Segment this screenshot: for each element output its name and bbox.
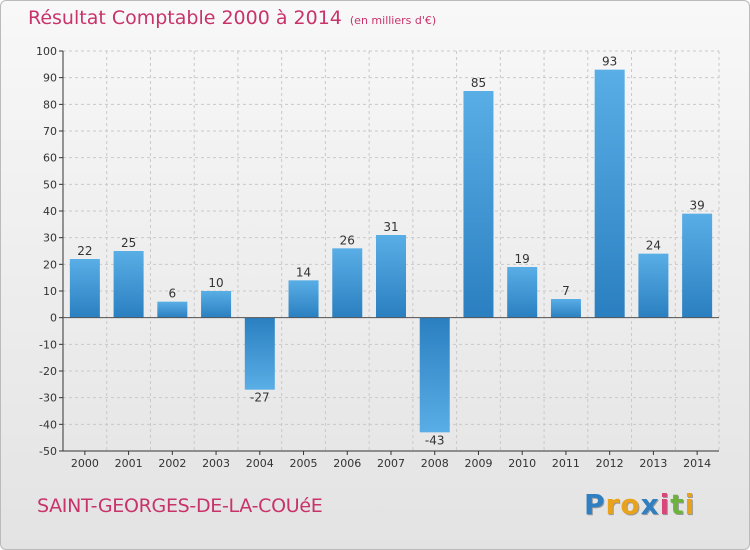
y-tick-label: -20 bbox=[39, 365, 57, 378]
data-label: 6 bbox=[169, 287, 177, 301]
data-label: 93 bbox=[602, 55, 617, 69]
x-tick-label: 2001 bbox=[115, 457, 143, 470]
bar bbox=[638, 253, 669, 318]
logo-letter: r bbox=[605, 488, 621, 521]
bar bbox=[507, 267, 538, 318]
data-label: 14 bbox=[296, 265, 311, 279]
y-tick-label: 60 bbox=[43, 152, 57, 165]
commune-name: SAINT-GEORGES-DE-LA-COUéE bbox=[37, 495, 323, 517]
y-tick-label: 90 bbox=[43, 72, 57, 85]
x-tick-label: 2002 bbox=[158, 457, 186, 470]
bar bbox=[201, 291, 232, 318]
x-tick-label: 2007 bbox=[377, 457, 405, 470]
x-tick-label: 2004 bbox=[246, 457, 274, 470]
bar bbox=[594, 69, 625, 318]
y-tick-label: -30 bbox=[39, 392, 57, 405]
data-label: 31 bbox=[383, 220, 398, 234]
bar bbox=[682, 213, 713, 318]
data-label: 19 bbox=[515, 252, 530, 266]
bar bbox=[463, 91, 494, 318]
y-tick-label: 50 bbox=[43, 178, 57, 191]
data-label: 26 bbox=[340, 233, 355, 247]
y-tick-label: 30 bbox=[43, 232, 57, 245]
labels: -50 -40 -30 -20 -10 0 10 20 30 40 50 60 70 80 90 100 22 2… bbox=[36, 45, 711, 470]
proxiti-logo[interactable]: Proxiti bbox=[584, 488, 695, 521]
x-tick-label: 2006 bbox=[333, 457, 361, 470]
chart-subtitle: (en milliers d'€) bbox=[349, 14, 437, 27]
data-label: 22 bbox=[77, 244, 92, 258]
y-tick-label: -40 bbox=[39, 418, 57, 431]
logo-letter: P bbox=[584, 488, 606, 521]
logo-letter: t bbox=[670, 488, 685, 521]
data-label: 39 bbox=[689, 199, 704, 213]
logo-letter: x bbox=[640, 488, 660, 521]
bars bbox=[69, 69, 713, 433]
bar bbox=[69, 259, 100, 318]
bar bbox=[419, 317, 450, 433]
bar bbox=[332, 248, 363, 318]
axes bbox=[59, 50, 719, 455]
bar bbox=[113, 251, 144, 318]
data-label: 7 bbox=[562, 284, 570, 298]
x-tick-label: 2014 bbox=[683, 457, 711, 470]
y-tick-label: -50 bbox=[39, 445, 57, 458]
bar bbox=[288, 280, 319, 318]
x-tick-label: 2012 bbox=[596, 457, 624, 470]
y-tick-label: 80 bbox=[43, 98, 57, 111]
data-label: 10 bbox=[208, 276, 223, 290]
y-tick-label: 10 bbox=[43, 285, 57, 298]
x-tick-label: 2003 bbox=[202, 457, 230, 470]
logo-letter: o bbox=[620, 488, 641, 521]
x-tick-label: 2009 bbox=[464, 457, 492, 470]
x-tick-label: 2010 bbox=[508, 457, 536, 470]
bar bbox=[376, 235, 406, 318]
data-label: 24 bbox=[646, 239, 661, 253]
x-tick-label: 2013 bbox=[639, 457, 667, 470]
logo-letter: i bbox=[659, 488, 671, 521]
x-tick-label: 2008 bbox=[421, 457, 449, 470]
y-tick-label: 70 bbox=[43, 125, 57, 138]
data-label: 85 bbox=[471, 76, 486, 90]
y-tick-label: 40 bbox=[43, 205, 57, 218]
logo-letter: i bbox=[684, 488, 696, 521]
bar bbox=[157, 301, 188, 318]
data-label: -27 bbox=[250, 391, 270, 405]
x-tick-label: 2011 bbox=[552, 457, 580, 470]
data-label: -43 bbox=[425, 433, 445, 447]
x-tick-label: 2000 bbox=[71, 457, 99, 470]
chart-title: Résultat Comptable 2000 à 2014 (en millie… bbox=[28, 7, 436, 29]
title-text: Résultat Comptable 2000 à 2014 bbox=[28, 7, 342, 29]
bar bbox=[550, 299, 581, 318]
y-tick-label: -10 bbox=[39, 338, 57, 351]
bar bbox=[244, 317, 275, 390]
y-tick-label: 100 bbox=[36, 45, 57, 58]
y-tick-label: 0 bbox=[50, 312, 57, 325]
y-tick-label: 20 bbox=[43, 258, 57, 271]
data-label: 25 bbox=[121, 236, 136, 250]
x-tick-label: 2005 bbox=[290, 457, 318, 470]
